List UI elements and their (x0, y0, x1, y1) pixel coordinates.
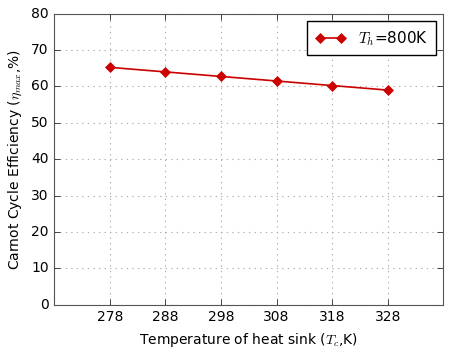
$T_h$=800K (218, 74, 224, 79)
$T_h$=800K (274, 79, 279, 83)
X-axis label: Temperature of heat sink ($T_c$,K): Temperature of heat sink ($T_c$,K) (139, 331, 358, 349)
Legend: $T_h$=800K: $T_h$=800K (307, 21, 436, 55)
Line: $T_h$=800K: $T_h$=800K (106, 64, 391, 94)
Y-axis label: Carnot Cycle Efficiency ($\eta_{max}$,%): Carnot Cycle Efficiency ($\eta_{max}$,%) (7, 49, 24, 270)
$T_h$=800K (385, 88, 391, 92)
$T_h$=800K (329, 83, 335, 88)
$T_h$=800K (162, 70, 168, 74)
$T_h$=800K (107, 65, 112, 69)
